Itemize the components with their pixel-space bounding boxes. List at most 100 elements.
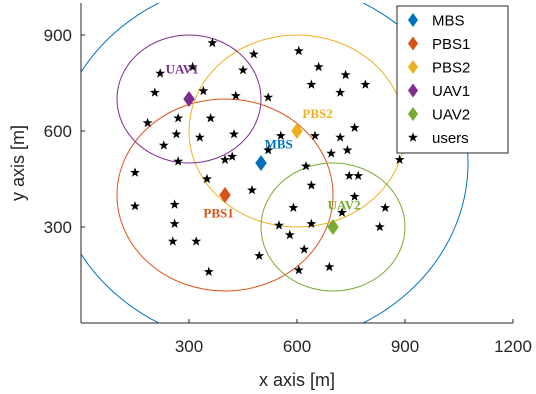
coverage-circle-uav2 xyxy=(260,162,406,292)
user-point xyxy=(167,236,178,246)
legend-label-mbs: MBS xyxy=(432,13,465,30)
user-point xyxy=(130,201,140,211)
x-tick-label: 1200 xyxy=(494,337,532,356)
stations-series xyxy=(183,91,339,235)
user-point xyxy=(220,154,230,165)
station-marker-pbs2 xyxy=(291,123,303,139)
user-point xyxy=(227,151,238,161)
user-point xyxy=(310,130,320,141)
user-point xyxy=(306,218,317,229)
user-point xyxy=(169,218,180,229)
axes: 300 600 900 1200 300 600 900 x axis [m] y axis [… xyxy=(8,3,532,390)
station-marker-mbs xyxy=(255,155,267,171)
user-point xyxy=(293,265,304,275)
legend-marker-mbs xyxy=(407,13,419,27)
user-point xyxy=(293,45,304,56)
user-point xyxy=(130,167,140,177)
user-point xyxy=(191,236,202,246)
user-point xyxy=(380,202,391,213)
user-point xyxy=(306,180,317,190)
station-marker-pbs1 xyxy=(219,187,231,203)
user-point xyxy=(349,191,360,201)
station-annotations: MBS PBS1 PBS2 UAV1 UAV2 xyxy=(166,61,361,220)
user-point xyxy=(155,68,166,78)
user-point xyxy=(313,61,324,72)
legend-marker-uav1 xyxy=(407,83,419,98)
annotation-pbs1: PBS1 xyxy=(203,205,233,220)
user-point xyxy=(263,92,274,102)
annotation-mbs: MBS xyxy=(265,137,293,152)
legend-label-users: users xyxy=(432,130,469,147)
x-tick-label: 600 xyxy=(283,337,311,356)
station-marker-uav1 xyxy=(183,91,195,107)
user-point xyxy=(324,261,335,272)
user-point xyxy=(229,129,239,139)
annotation-uav1: UAV1 xyxy=(166,61,199,76)
user-point xyxy=(284,229,295,240)
user-point xyxy=(203,266,214,277)
legend-marker-pbs1 xyxy=(407,36,419,51)
user-point xyxy=(326,148,337,158)
legend: MBS PBS1 PBS2 UAV1 UAV2 users xyxy=(396,5,509,154)
annotation-uav2: UAV2 xyxy=(328,197,361,212)
user-point xyxy=(248,49,259,59)
user-point xyxy=(337,207,347,217)
user-point xyxy=(344,170,355,181)
user-point xyxy=(194,132,205,142)
user-point xyxy=(142,117,153,128)
user-point xyxy=(349,122,360,133)
user-point xyxy=(254,250,265,261)
user-point xyxy=(149,87,160,97)
legend-label-pbs2: PBS2 xyxy=(432,60,470,77)
user-point xyxy=(202,173,212,184)
user-point xyxy=(288,202,299,213)
user-point xyxy=(173,156,184,166)
user-point xyxy=(171,129,182,139)
user-point xyxy=(198,85,209,96)
user-point xyxy=(187,61,198,72)
user-point xyxy=(342,145,353,155)
user-point xyxy=(173,113,184,123)
user-point xyxy=(238,65,248,75)
user-point xyxy=(247,185,257,195)
user-point xyxy=(301,161,311,171)
user-point xyxy=(299,244,310,254)
user-point xyxy=(360,79,371,89)
user-point xyxy=(335,87,346,97)
legend-label-uav1: UAV1 xyxy=(432,83,470,100)
user-point xyxy=(335,132,346,142)
y-tick-label: 900 xyxy=(44,26,72,45)
x-tick-label: 300 xyxy=(175,337,203,356)
user-point xyxy=(207,37,218,48)
y-tick-label: 600 xyxy=(44,122,72,141)
users-series xyxy=(130,37,405,277)
station-marker-uav2 xyxy=(327,219,339,235)
legend-label-pbs1: PBS1 xyxy=(432,36,470,53)
user-point xyxy=(169,199,180,209)
legend-label-uav2: UAV2 xyxy=(432,107,470,124)
legend-marker-uav2 xyxy=(407,107,419,121)
y-axis-label: y axis [m] xyxy=(8,125,28,201)
coverage-circle-uav1 xyxy=(116,34,262,164)
user-point xyxy=(275,130,286,141)
user-point xyxy=(230,90,241,101)
user-point xyxy=(263,145,274,155)
user-point xyxy=(158,140,169,150)
user-point xyxy=(394,154,405,165)
x-axis-label: x axis [m] xyxy=(259,370,335,390)
user-point xyxy=(374,221,385,232)
user-point xyxy=(353,170,364,181)
legend-box xyxy=(396,5,509,154)
annotation-pbs2: PBS2 xyxy=(302,106,332,121)
x-tick-label: 900 xyxy=(391,337,419,356)
legend-marker-users xyxy=(408,132,418,142)
y-tick-label: 300 xyxy=(44,218,72,237)
user-point xyxy=(274,220,284,230)
user-point xyxy=(205,113,216,123)
user-point xyxy=(340,69,351,80)
coverage-circle-mbs xyxy=(81,3,469,323)
coverage-circle-pbs1 xyxy=(116,98,334,292)
user-point xyxy=(306,79,317,89)
legend-marker-pbs2 xyxy=(407,60,419,74)
